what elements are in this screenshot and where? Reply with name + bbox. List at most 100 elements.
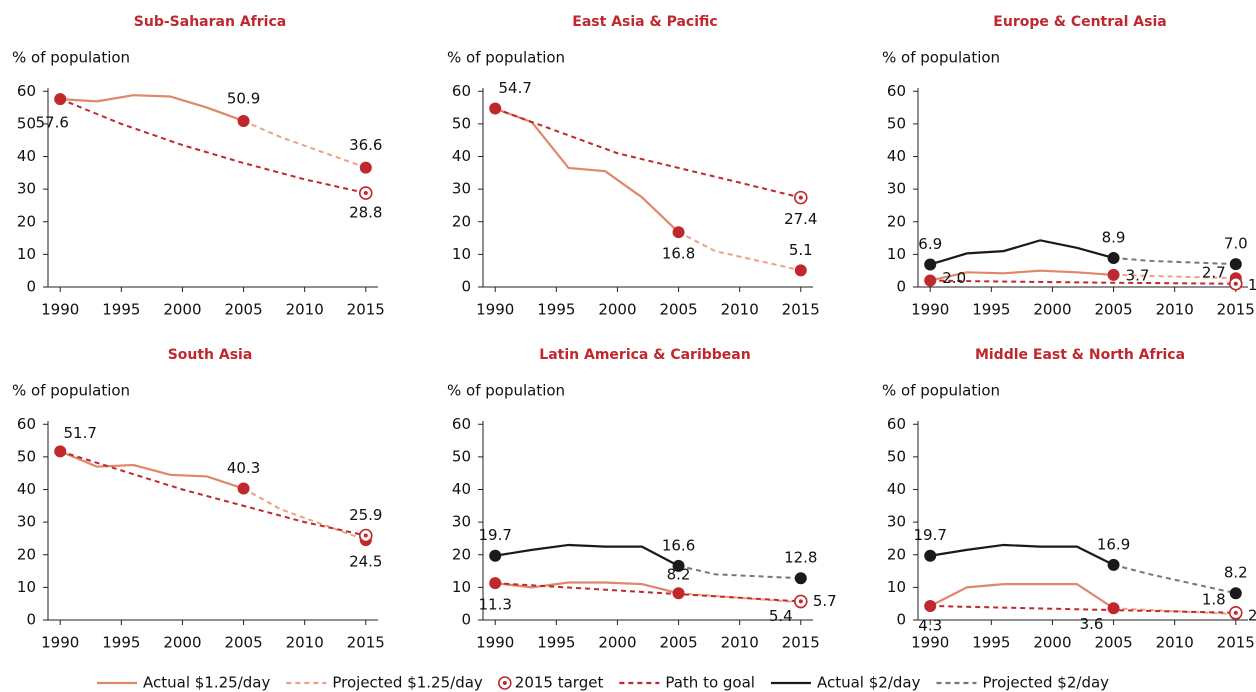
y-tick-label: 30: [17, 513, 36, 531]
x-tick-label: 2000: [598, 634, 636, 652]
point-marker: [672, 226, 685, 239]
data-label: 16.8: [662, 245, 695, 263]
x-tick-label: 2010: [1156, 634, 1194, 652]
x-tick-label: 2010: [286, 301, 324, 319]
y-tick-label: 50: [17, 447, 36, 465]
target-marker: [358, 528, 373, 543]
data-label: 3.7: [1126, 266, 1150, 284]
x-tick-label: 2005: [224, 634, 262, 652]
data-label: 1.0: [1248, 276, 1256, 294]
y-tick-label: 10: [887, 578, 906, 596]
data-label: 28.8: [349, 204, 382, 222]
data-label: 8.2: [667, 566, 691, 584]
x-tick-label: 1990: [41, 634, 79, 652]
y-tick-label: 60: [887, 82, 906, 100]
target-dot: [798, 195, 803, 200]
data-label: 50.9: [227, 89, 260, 107]
x-tick-label: 2005: [224, 301, 262, 319]
data-label: 4.3: [918, 616, 942, 634]
x-tick-label: 2015: [347, 301, 385, 319]
legend-label: Projected $1.25/day: [332, 674, 483, 692]
y-tick-label: 20: [17, 212, 36, 230]
x-tick-label: 2010: [1156, 301, 1194, 319]
x-tick-label: 2005: [659, 634, 697, 652]
y-tick-label: 0: [896, 611, 906, 629]
point-marker: [1229, 587, 1242, 600]
y-tick-label: 0: [461, 278, 471, 296]
x-tick-label: 2000: [598, 301, 636, 319]
x-tick-label: 2000: [1033, 301, 1071, 319]
series-line: [59, 98, 366, 195]
y-tick-label: 40: [17, 480, 36, 498]
y-tick-label: 20: [887, 545, 906, 563]
data-label: 2.7: [1202, 264, 1226, 282]
x-tick-label: 1995: [972, 634, 1010, 652]
data-label: 16.6: [662, 536, 695, 554]
point-marker: [924, 274, 937, 287]
target-marker: [793, 190, 808, 205]
series-line: [495, 582, 801, 603]
series-line: [243, 120, 367, 169]
x-tick-label: 2015: [347, 634, 385, 652]
x-tick-label: 2010: [721, 301, 759, 319]
target-dot: [1233, 281, 1238, 286]
data-label: 1.8: [1202, 591, 1226, 609]
y-axis-label: % of population: [447, 382, 565, 400]
chart-title: Latin America & Caribbean: [539, 347, 750, 363]
data-label: 2.0: [942, 269, 966, 287]
y-tick-label: 0: [461, 611, 471, 629]
data-label: 12.8: [784, 549, 817, 567]
y-tick-label: 40: [887, 147, 906, 165]
series-line: [930, 543, 1115, 566]
data-label: 5.7: [813, 592, 837, 610]
y-tick-label: 30: [452, 513, 471, 531]
x-tick-label: 1995: [537, 301, 575, 319]
chart-title: East Asia & Pacific: [572, 14, 717, 30]
point-marker: [1107, 251, 1120, 264]
target-marker: [497, 676, 512, 690]
target-marker: [358, 186, 373, 200]
x-tick-label: 1990: [476, 634, 514, 652]
series-line: [59, 450, 366, 537]
x-tick-label: 1990: [911, 301, 949, 319]
data-label: 5.4: [769, 607, 793, 625]
point-marker: [924, 258, 937, 271]
y-tick-label: 40: [452, 480, 471, 498]
y-tick-label: 30: [17, 180, 36, 198]
legend-label: Actual $2/day: [817, 674, 921, 692]
data-label: 5.1: [789, 241, 813, 259]
point-marker: [237, 114, 250, 127]
y-tick-label: 60: [17, 415, 36, 433]
series-line: [494, 107, 802, 199]
y-tick-label: 50: [17, 114, 36, 132]
x-tick-label: 1990: [911, 634, 949, 652]
y-tick-label: 40: [17, 147, 36, 165]
series-line: [929, 583, 1115, 610]
data-label: 3.6: [1080, 615, 1104, 633]
y-tick-label: 0: [26, 611, 36, 629]
y-tick-label: 10: [17, 245, 36, 263]
y-tick-label: 10: [887, 245, 906, 263]
y-axis-label: % of population: [447, 49, 565, 67]
y-tick-label: 10: [452, 578, 471, 596]
legend-label: 2015 target: [515, 674, 604, 692]
y-tick-label: 20: [17, 545, 36, 563]
point-marker: [489, 102, 502, 115]
series-line: [678, 592, 801, 604]
x-tick-label: 1990: [476, 301, 514, 319]
series-line: [1113, 607, 1236, 616]
target-dot: [363, 191, 368, 196]
y-tick-label: 30: [452, 180, 471, 198]
y-axis-label: % of population: [882, 382, 1000, 400]
y-tick-label: 60: [452, 415, 471, 433]
x-tick-label: 2010: [286, 634, 324, 652]
y-tick-label: 50: [452, 114, 471, 132]
data-label: 6.9: [918, 235, 942, 253]
point-marker: [672, 559, 685, 572]
data-label: 54.7: [499, 79, 532, 97]
series-line: [495, 581, 679, 595]
series-line: [59, 450, 244, 490]
x-tick-label: 2000: [1033, 634, 1071, 652]
target-dot: [502, 681, 507, 685]
legend-label: Path to goal: [665, 674, 755, 692]
